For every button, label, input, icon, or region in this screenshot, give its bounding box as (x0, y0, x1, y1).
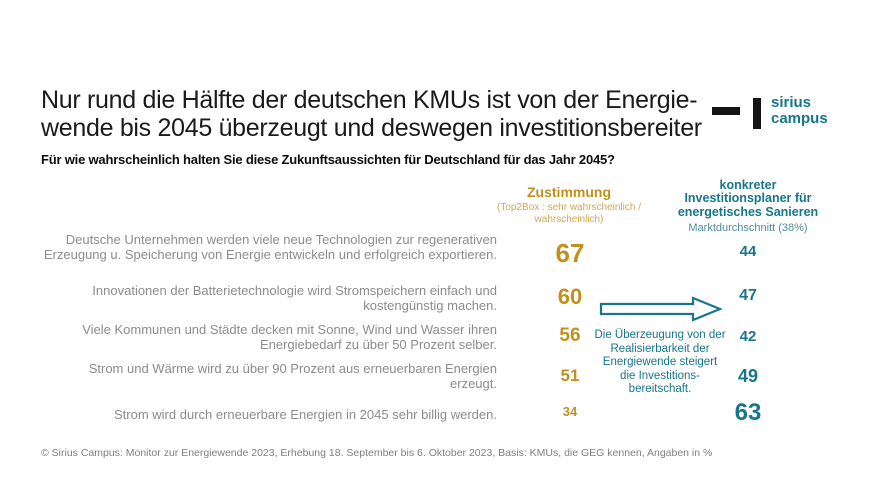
zustimmung-sublabel-line-1: (Top2Box : sehr wahrscheinlich / (497, 202, 641, 213)
marktdurchschnitt-label: Marktdurchschnitt (38%) (688, 221, 808, 234)
page-title-line-1: Nur rund die Hälfte der deutschen KMUs i… (41, 86, 698, 114)
investitionsplaner-label-line-2: Investitionsplaner für (684, 191, 812, 206)
zustimmung-label: Zustimmung (527, 184, 611, 200)
investitionsplaner-label: konkreter Investitionsplaner für energet… (663, 178, 833, 219)
source-footer: © Sirius Campus: Monitor zur Energiewend… (41, 447, 713, 459)
zustimmung-value: 34 (562, 404, 578, 419)
right-arrow-icon (599, 296, 723, 322)
page-title-line-2: wende bis 2045 überzeugt und deswegen in… (41, 114, 702, 143)
investitionsplaner-value: 42 (739, 328, 757, 345)
investitionsplaner-label-line-3: energetisches Sanieren (677, 204, 819, 219)
investitionsplaner-value: 49 (737, 366, 759, 386)
zustimmung-value: 67 (555, 238, 585, 268)
zustimmung-value: 51 (560, 366, 580, 385)
statement-text: Viele Kommunen und Städte decken mit Son… (82, 322, 497, 353)
survey-question: Für wie wahrscheinlich halten Sie diese … (41, 152, 615, 167)
investitionsplaner-value: 47 (739, 287, 757, 304)
logo-wordmark: sirius campus (771, 94, 828, 128)
zustimmung-value: 56 (559, 325, 581, 346)
zustimmung-value: 60 (557, 284, 583, 309)
statement-text: Innovationen der Batterietechnologie wir… (92, 283, 497, 314)
logo-word-sirius: sirius (771, 94, 812, 111)
zustimmung-sublabel: (Top2Box : sehr wahrscheinlich / wahrsch… (484, 202, 654, 226)
logo-word-campus: campus (771, 110, 828, 128)
logo-dash-icon (712, 107, 740, 115)
investitionsplaner-value: 44 (739, 243, 757, 260)
statement-text: Strom wird durch erneuerbare Energien in… (114, 407, 497, 422)
page-title: Nur rund die Hälfte der deutschen KMUs i… (41, 86, 741, 143)
zustimmung-sublabel-line-2: wahrscheinlich) (534, 214, 604, 225)
statement-text: Strom und Wärme wird zu über 90 Prozent … (88, 361, 497, 392)
column-header-investitionsplaner: konkreter Investitionsplaner für energet… (663, 178, 833, 234)
logo-bar-icon (753, 98, 761, 129)
investitionsplaner-label-line-1: konkreter (719, 178, 777, 192)
arrow-annotation: Die Überzeugung von der Realisierbarkeit… (594, 329, 726, 396)
investitionsplaner-value: 63 (734, 399, 762, 426)
column-header-zustimmung: Zustimmung (Top2Box : sehr wahrscheinlic… (484, 184, 654, 226)
statement-text: Deutsche Unternehmen werden viele neue T… (43, 232, 497, 263)
